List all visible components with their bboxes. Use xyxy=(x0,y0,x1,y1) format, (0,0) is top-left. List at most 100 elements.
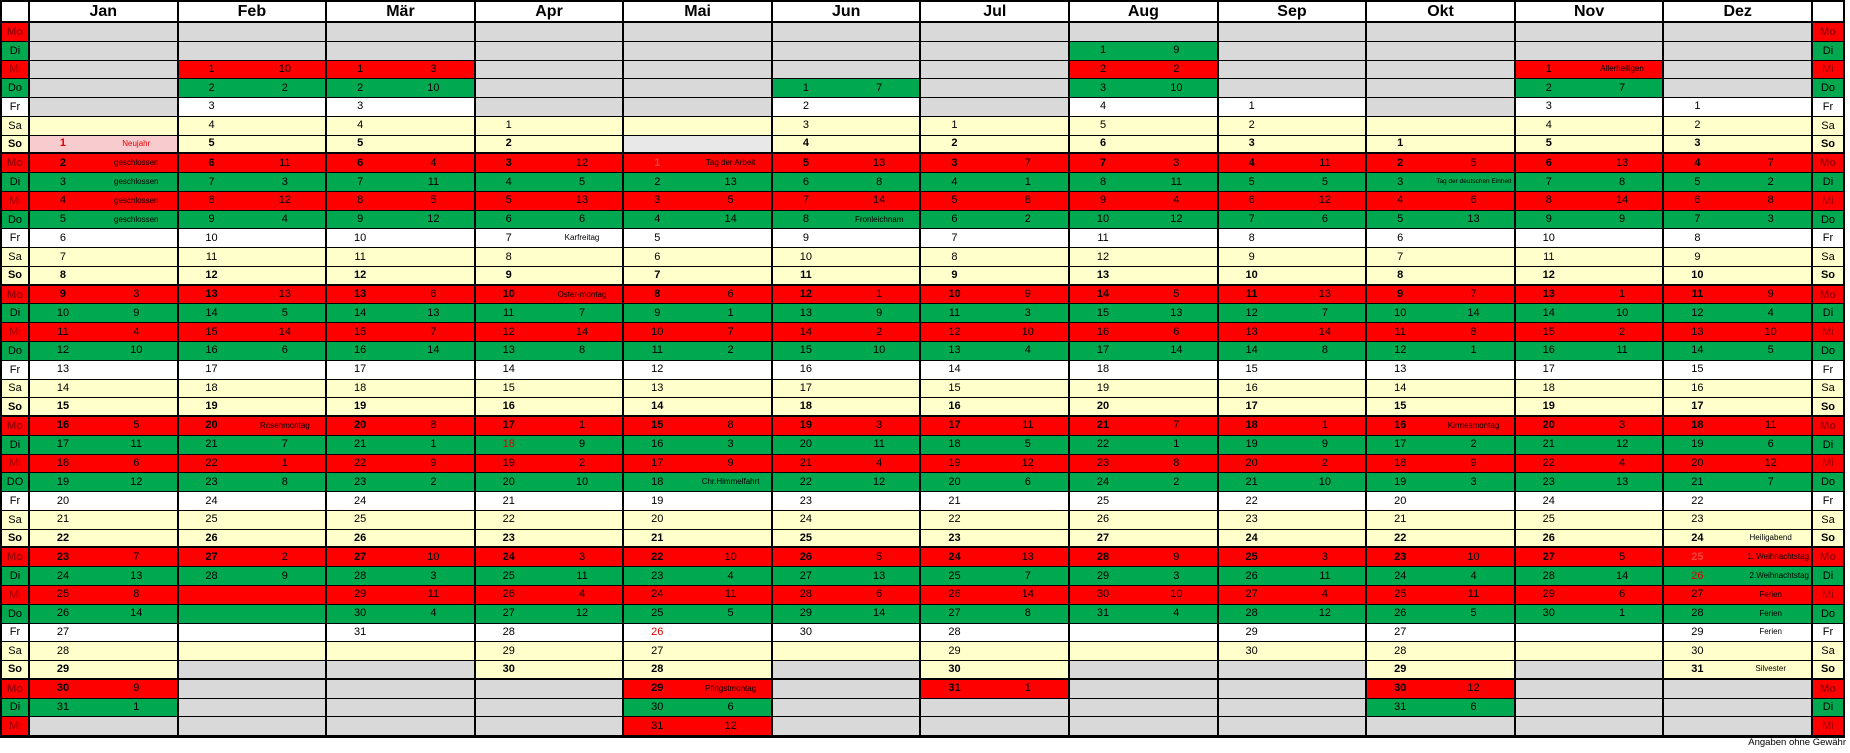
day-cell-mär-11[interactable]: 11 xyxy=(327,248,476,267)
empty-cell-mai-3[interactable] xyxy=(624,79,773,99)
weekday-label-right-26[interactable]: Sa xyxy=(1812,510,1843,530)
weekday-label-left-22[interactable]: Di xyxy=(2,435,30,455)
day-cell-jun-16[interactable]: 16 xyxy=(772,360,922,380)
day-cell-sep-1[interactable]: 1 xyxy=(1218,98,1368,117)
empty-cell-dez-2[interactable] xyxy=(1664,60,1813,80)
day-cell-mai-10[interactable]: 10 7 xyxy=(624,323,773,343)
empty-cell-nov-34[interactable] xyxy=(1515,661,1665,680)
weekday-label-left-11[interactable]: Fr xyxy=(2,229,30,249)
day-cell-apr-17[interactable]: 17 1 xyxy=(475,417,625,436)
day-cell-sep-11[interactable]: 11 13 xyxy=(1218,285,1368,305)
day-cell-jun-28[interactable]: 28 6 xyxy=(772,585,922,605)
day-cell-dez-27[interactable]: 27 Ferien xyxy=(1664,585,1813,605)
empty-cell-okt-1[interactable] xyxy=(1367,41,1516,61)
empty-cell-feb-33[interactable] xyxy=(178,642,328,662)
day-cell-mai-13[interactable]: 13 xyxy=(624,379,773,399)
empty-cell-jul-1[interactable] xyxy=(921,41,1071,61)
empty-cell-apr-0[interactable] xyxy=(475,23,625,42)
weekday-label-left-12[interactable]: Sa xyxy=(2,248,30,267)
day-cell-mär-2[interactable]: 2 10 xyxy=(327,79,476,99)
day-cell-aug-3[interactable]: 3 10 xyxy=(1070,79,1219,99)
empty-cell-okt-5[interactable] xyxy=(1367,116,1516,136)
day-cell-okt-5[interactable]: 5 13 xyxy=(1367,210,1516,230)
weekday-label-right-1[interactable]: Di xyxy=(1812,41,1843,61)
empty-cell-aug-0[interactable] xyxy=(1070,23,1219,42)
empty-cell-jan-4[interactable] xyxy=(30,98,179,117)
empty-cell-jan-5[interactable] xyxy=(30,116,179,136)
day-cell-mär-20[interactable]: 20 8 xyxy=(327,417,476,436)
day-cell-dez-19[interactable]: 19 6 xyxy=(1664,435,1813,455)
day-cell-aug-6[interactable]: 6 xyxy=(1070,135,1219,155)
weekday-label-left-5[interactable]: Sa xyxy=(2,116,30,136)
day-cell-sep-21[interactable]: 21 10 xyxy=(1218,473,1368,493)
day-cell-mai-30[interactable]: 30 6 xyxy=(624,698,773,718)
day-cell-nov-19[interactable]: 19 xyxy=(1515,398,1665,418)
day-cell-dez-20[interactable]: 20 12 xyxy=(1664,454,1813,474)
day-cell-aug-15[interactable]: 15 13 xyxy=(1070,304,1219,324)
day-cell-dez-26[interactable]: 26 2.Weihnachtstag xyxy=(1664,567,1813,586)
day-cell-mär-22[interactable]: 22 9 xyxy=(327,454,476,474)
day-cell-nov-22[interactable]: 22 4 xyxy=(1515,454,1665,474)
day-cell-jul-30[interactable]: 30 xyxy=(921,661,1071,680)
month-header-jul[interactable]: Jul xyxy=(921,2,1071,23)
day-cell-nov-18[interactable]: 18 xyxy=(1515,379,1665,399)
day-cell-jun-12[interactable]: 12 1 xyxy=(772,285,922,305)
empty-cell-nov-0[interactable] xyxy=(1515,23,1665,42)
day-cell-jun-29[interactable]: 29 14 xyxy=(772,604,922,624)
day-cell-sep-8[interactable]: 8 xyxy=(1218,229,1368,249)
day-cell-mai-22[interactable]: 22 10 xyxy=(624,548,773,568)
day-cell-jul-13[interactable]: 13 4 xyxy=(921,342,1071,361)
empty-cell-feb-32[interactable] xyxy=(178,623,328,643)
day-cell-sep-14[interactable]: 14 8 xyxy=(1218,342,1368,361)
day-cell-dez-29[interactable]: 29 Ferien xyxy=(1664,623,1813,643)
day-cell-jul-16[interactable]: 16 xyxy=(921,398,1071,418)
day-cell-mär-5[interactable]: 5 xyxy=(327,135,476,155)
weekday-label-right-12[interactable]: Sa xyxy=(1812,248,1843,267)
weekday-label-left-7[interactable]: Mo xyxy=(2,154,30,174)
empty-cell-mär-34[interactable] xyxy=(327,661,476,680)
day-cell-aug-20[interactable]: 20 xyxy=(1070,398,1219,418)
month-header-jan[interactable]: Jan xyxy=(30,2,179,23)
day-cell-nov-6[interactable]: 6 13 xyxy=(1515,154,1665,174)
empty-cell-jul-36[interactable] xyxy=(921,698,1071,718)
day-cell-aug-12[interactable]: 12 xyxy=(1070,248,1219,267)
day-cell-dez-17[interactable]: 17 xyxy=(1664,398,1813,418)
day-cell-dez-14[interactable]: 14 5 xyxy=(1664,342,1813,361)
day-cell-aug-25[interactable]: 25 xyxy=(1070,492,1219,511)
day-cell-jul-27[interactable]: 27 8 xyxy=(921,604,1071,624)
day-cell-nov-26[interactable]: 26 xyxy=(1515,529,1665,549)
weekday-label-right-20[interactable]: So xyxy=(1812,398,1843,418)
day-cell-jun-22[interactable]: 22 12 xyxy=(772,473,922,493)
empty-cell-mär-33[interactable] xyxy=(327,642,476,662)
day-cell-mai-27[interactable]: 27 xyxy=(624,642,773,662)
empty-cell-mär-37[interactable] xyxy=(327,717,476,737)
day-cell-mai-7[interactable]: 7 xyxy=(624,266,773,286)
day-cell-jan-21[interactable]: 21 xyxy=(30,510,179,530)
day-cell-apr-13[interactable]: 13 8 xyxy=(475,342,625,361)
corner-cell-right[interactable] xyxy=(1812,2,1843,23)
weekday-label-left-13[interactable]: So xyxy=(2,266,30,286)
empty-cell-feb-36[interactable] xyxy=(178,698,328,718)
empty-cell-nov-32[interactable] xyxy=(1515,623,1665,643)
day-cell-jul-1[interactable]: 1 xyxy=(921,116,1071,136)
weekday-label-left-17[interactable]: Do xyxy=(2,342,30,361)
empty-cell-aug-32[interactable] xyxy=(1070,623,1219,643)
month-header-okt[interactable]: Okt xyxy=(1367,2,1516,23)
weekday-label-right-25[interactable]: Fr xyxy=(1812,492,1843,511)
weekday-label-left-34[interactable]: So xyxy=(2,661,30,680)
day-cell-apr-1[interactable]: 1 xyxy=(475,116,625,136)
day-cell-jan-25[interactable]: 25 8 xyxy=(30,585,179,605)
day-cell-nov-21[interactable]: 21 12 xyxy=(1515,435,1665,455)
day-cell-aug-28[interactable]: 28 9 xyxy=(1070,548,1219,568)
day-cell-jun-4[interactable]: 4 xyxy=(772,135,922,155)
empty-cell-okt-2[interactable] xyxy=(1367,60,1516,80)
day-cell-okt-25[interactable]: 25 11 xyxy=(1367,585,1516,605)
day-cell-aug-10[interactable]: 10 12 xyxy=(1070,210,1219,230)
